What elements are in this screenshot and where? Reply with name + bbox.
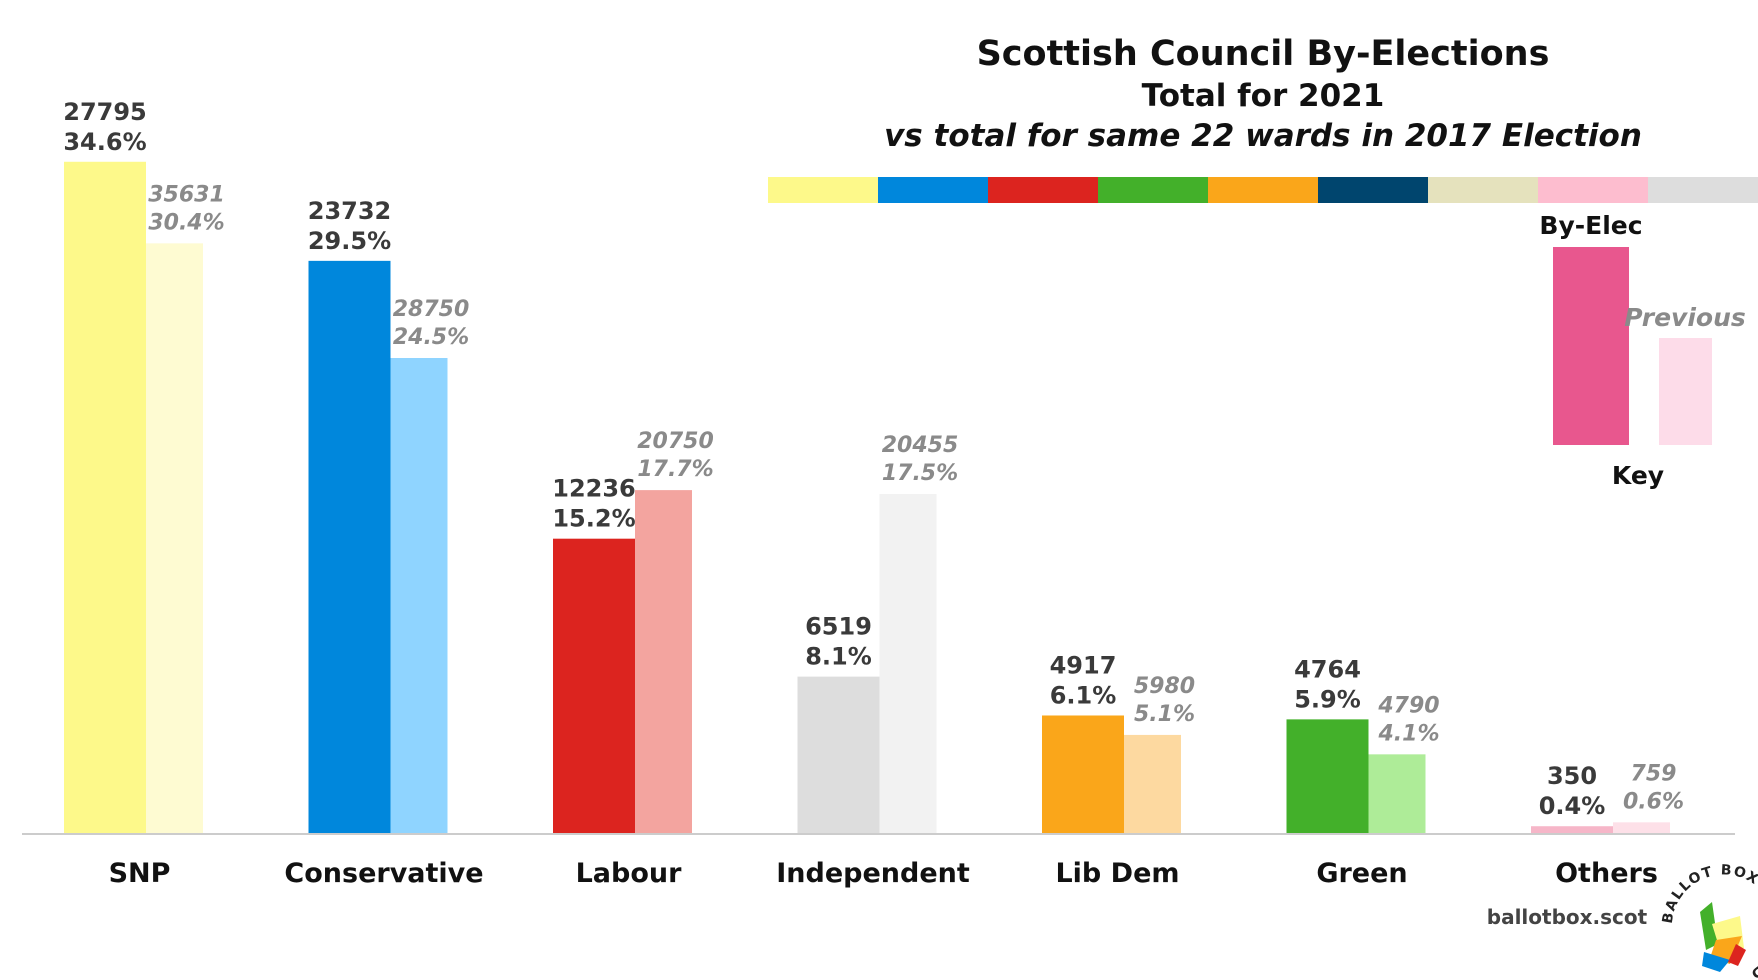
site-url: ballotbox.scot (1487, 905, 1648, 929)
legend-new-label: By-Elec (1539, 211, 1642, 240)
bar-by-election (1531, 826, 1613, 834)
data-label-by-election-share: 29.5% (308, 227, 391, 255)
data-label-by-election-share: 8.1% (805, 643, 872, 671)
color-strip-swatch (1318, 177, 1428, 203)
color-strip-swatch (988, 177, 1098, 203)
bar-by-election (64, 161, 146, 834)
data-label-by-election-votes: 27795 (63, 98, 147, 126)
bar-previous (879, 494, 937, 834)
color-strip-swatch (1428, 177, 1538, 203)
bar-previous (390, 358, 448, 834)
bar-previous (146, 243, 203, 834)
data-label-by-election-votes: 350 (1547, 762, 1597, 790)
legend: By-Elec Previous Key (1539, 211, 1745, 490)
legend-old-label: Previous (1624, 303, 1746, 332)
legend-new-swatch (1553, 247, 1629, 445)
data-label-previous-votes: 35631 (148, 182, 225, 207)
data-label-previous-share: 24.5% (393, 325, 469, 350)
bar-previous (1613, 822, 1670, 834)
bar-by-election (1042, 715, 1124, 834)
color-strip-swatch (1208, 177, 1318, 203)
category-labels: SNP Conservative Labour Independent Lib Dem G… (109, 858, 1658, 889)
data-label-previous-share: 17.5% (882, 461, 958, 486)
data-label-by-election-votes: 4764 (1294, 655, 1361, 683)
bar-previous (1124, 734, 1181, 834)
legend-title: Key (1612, 461, 1664, 490)
color-strip (768, 177, 1758, 203)
data-label-by-election-votes: 4917 (1050, 651, 1117, 679)
data-label-previous-votes: 4790 (1377, 693, 1439, 718)
bar-previous (635, 490, 692, 834)
color-strip-swatch (1648, 177, 1758, 203)
bar-by-election (797, 676, 880, 834)
data-label-by-election-share: 6.1% (1050, 681, 1117, 709)
x-tick-label: Green (1316, 858, 1407, 889)
bar-by-election (308, 260, 391, 834)
ballot-box-scotland-logo: BALLOT BOX SCOTLAND (1660, 862, 1758, 980)
x-tick-label: Labour (576, 858, 683, 889)
bars-group (64, 161, 1670, 834)
color-strip-swatch (1538, 177, 1648, 203)
color-strip-swatch (768, 177, 878, 203)
logo-ballot-red (1728, 944, 1746, 966)
data-label-previous-share: 0.6% (1623, 789, 1684, 814)
bar-by-election (553, 538, 635, 834)
data-label-previous-votes: 20455 (882, 433, 959, 458)
data-label-previous-share: 17.7% (637, 457, 713, 482)
data-label-by-election-votes: 23732 (308, 197, 392, 225)
chart-title: Scottish Council By-Elections (977, 34, 1550, 74)
data-label-previous-share: 5.1% (1134, 702, 1195, 727)
data-label-by-election-share: 0.4% (1539, 792, 1606, 820)
data-label-previous-votes: 759 (1631, 761, 1677, 786)
data-label-previous-votes: 20750 (637, 429, 714, 454)
data-label-by-election-share: 5.9% (1294, 685, 1361, 713)
data-label-previous-share: 30.4% (148, 210, 224, 235)
logo-ballot-blue (1702, 952, 1730, 972)
x-tick-label: Independent (776, 858, 970, 889)
data-label-previous-votes: 28750 (393, 297, 470, 322)
x-tick-label: SNP (109, 858, 171, 889)
chart-subtitle-comparison: vs total for same 22 wards in 2017 Elect… (884, 118, 1642, 154)
x-tick-label: Lib Dem (1055, 858, 1179, 889)
data-label-by-election-votes: 6519 (805, 613, 872, 641)
bar-by-election (1286, 719, 1369, 834)
data-label-previous-share: 4.1% (1377, 721, 1439, 746)
x-tick-label: Others (1555, 858, 1658, 889)
data-label-by-election-votes: 12236 (552, 475, 636, 503)
bar-previous (1368, 754, 1426, 834)
color-strip-swatch (1098, 177, 1208, 203)
x-tick-label: Conservative (284, 858, 483, 889)
logo-ballot-green (1700, 902, 1718, 950)
legend-old-swatch (1659, 338, 1712, 445)
chart-subtitle: Total for 2021 (1142, 78, 1385, 114)
data-label-previous-votes: 5980 (1134, 674, 1195, 699)
color-strip-swatch (878, 177, 988, 203)
data-label-by-election-share: 15.2% (552, 505, 635, 533)
data-label-by-election-share: 34.6% (63, 128, 146, 156)
